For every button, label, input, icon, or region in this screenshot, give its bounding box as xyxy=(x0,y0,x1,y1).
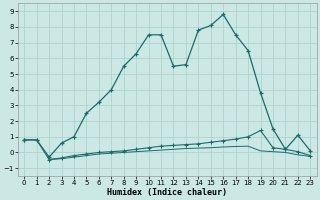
X-axis label: Humidex (Indice chaleur): Humidex (Indice chaleur) xyxy=(107,188,227,197)
